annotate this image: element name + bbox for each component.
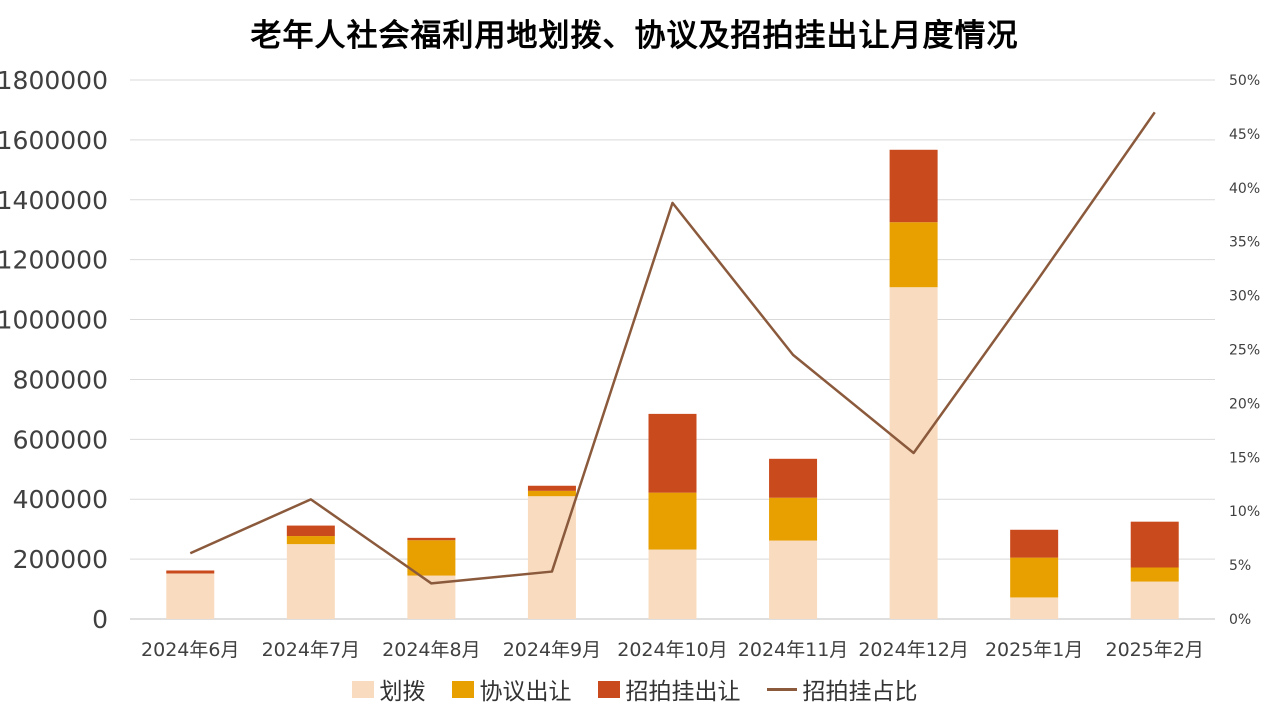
bar-segment [1010,597,1059,619]
y-right-tick-label: 5% [1229,558,1251,574]
y-left-tick-label: 600000 [13,425,108,454]
bar-segment [1130,567,1179,582]
bar-segment [1010,529,1059,558]
y-left-tick-label: 1600000 [0,126,108,155]
bar-segment [286,536,335,545]
y-right-tick-label: 45% [1229,127,1260,143]
bar-segment [527,496,576,619]
x-tick-label: 2024年9月 [503,639,601,661]
legend-swatch [451,680,474,698]
y-left-tick-label: 1200000 [0,246,108,275]
bar-segment [648,549,697,619]
bar-segment [889,149,938,223]
legend-item: 划拨 [351,672,426,706]
y-right-tick-label: 25% [1229,343,1260,359]
y-left-tick-label: 0 [92,605,108,634]
legend: 划拨 协议出让 招拍挂出让 招拍挂占比 [0,672,1269,706]
bar-segment [769,458,818,498]
chart-title: 老年人社会福利用地划拨、协议及招拍挂出让月度情况 [250,18,1019,54]
legend-label: 划拨 [379,679,426,705]
bar-segment [769,540,818,619]
bar-segment [166,570,215,574]
bar-segment [527,485,576,491]
y-right-tick-label: 10% [1229,504,1260,520]
y-right-tick-label: 40% [1229,181,1260,197]
bar-segment [407,540,456,576]
y-left-tick-label: 1400000 [0,186,108,215]
legend-label: 招拍挂占比 [802,679,918,705]
bar-segment [286,525,335,537]
y-left-tick-label: 1800000 [0,66,108,95]
legend-label: 招拍挂出让 [625,679,741,705]
bar-segment [769,497,818,541]
bar-segment [1130,581,1179,619]
y-right-tick-label: 35% [1229,235,1260,251]
x-tick-label: 2024年10月 [617,639,728,661]
y-left-tick-label: 1000000 [0,306,108,335]
x-tick-label: 2025年1月 [985,639,1083,661]
legend-label: 协议出让 [479,679,572,705]
bar-segment [648,413,697,493]
y-right-tick-label: 0% [1229,612,1251,628]
legend-item: 招拍挂占比 [766,672,918,706]
legend-item: 协议出让 [451,672,572,706]
bar-segment [166,573,215,619]
line-series [189,111,1156,585]
bar-segment [1010,557,1059,598]
y-left-tick-label: 400000 [13,485,108,514]
bar-segment [1130,521,1179,568]
y-right-tick-label: 20% [1229,396,1260,412]
y-right-tick-label: 50% [1229,73,1260,89]
legend-swatch [597,680,620,698]
x-tick-label: 2025年2月 [1105,639,1203,661]
legend-swatch [766,687,797,691]
x-tick-label: 2024年8月 [382,639,480,661]
bar-segment [286,544,335,619]
x-tick-label: 2024年7月 [262,639,360,661]
legend-item: 招拍挂出让 [597,672,741,706]
bar-segment [648,492,697,550]
x-tick-label: 2024年6月 [141,639,239,661]
bar-segment [889,222,938,288]
y-right-tick-label: 30% [1229,289,1260,305]
y-right-tick-label: 15% [1229,450,1260,466]
y-left-tick-label: 800000 [13,365,108,394]
bar-segment [407,537,456,541]
y-left-tick-label: 200000 [13,545,108,574]
bar-segment [527,490,576,497]
x-tick-label: 2024年12月 [858,639,969,661]
legend-swatch [351,680,374,698]
x-tick-label: 2024年11月 [738,639,849,661]
